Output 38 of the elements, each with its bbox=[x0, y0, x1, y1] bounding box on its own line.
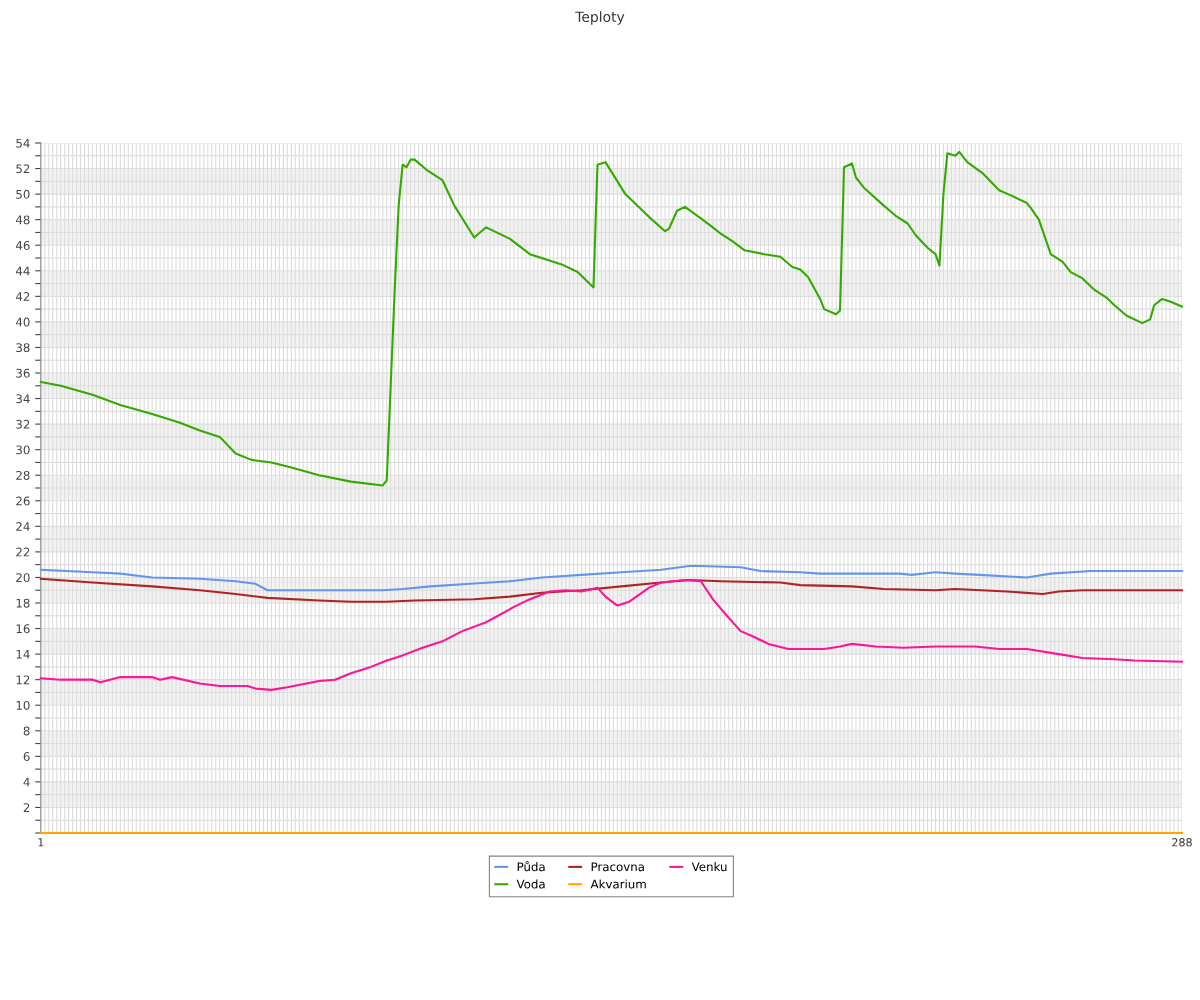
chart-title: Teploty bbox=[575, 11, 625, 25]
y-tick-label: 16 bbox=[16, 624, 30, 634]
y-tick-label: 6 bbox=[23, 752, 30, 761]
y-tick-label: 24 bbox=[16, 522, 30, 531]
y-tick-label: 44 bbox=[15, 266, 30, 276]
y-tick-label: 10 bbox=[16, 700, 30, 710]
y-tick-label: 46 bbox=[15, 240, 30, 250]
line-series bbox=[39, 564, 1184, 592]
y-tick-label: 42 bbox=[15, 292, 30, 301]
legend-label: Pracovna bbox=[591, 862, 644, 872]
y-tick-label: 34 bbox=[16, 394, 30, 404]
y-tick-label: 40 bbox=[15, 317, 30, 327]
x-tick-label: 288 bbox=[1172, 838, 1192, 847]
y-tick-label: 2 bbox=[23, 803, 30, 812]
y-tick-label: 4 bbox=[23, 777, 30, 787]
legend-label: Venku bbox=[691, 862, 727, 872]
legend-label: Akvarium bbox=[590, 879, 646, 889]
y-tick-label: 36 bbox=[16, 368, 30, 378]
y-tick-label: 52 bbox=[16, 164, 30, 174]
y-tick-label: 38 bbox=[16, 343, 30, 353]
y-tick-label: 8 bbox=[23, 726, 30, 736]
legend-label: Voda bbox=[516, 879, 545, 889]
y-tick-label: 32 bbox=[16, 419, 30, 429]
line-series bbox=[39, 150, 1184, 487]
y-tick-label: 18 bbox=[16, 598, 30, 608]
y-tick-label: 26 bbox=[16, 496, 30, 506]
y-tick-label: 14 bbox=[16, 649, 30, 659]
legend-label: Půda bbox=[517, 861, 545, 872]
y-tick-label: 22 bbox=[16, 547, 30, 557]
y-tick-label: 12 bbox=[16, 675, 30, 685]
y-tick-label: 48 bbox=[15, 215, 30, 225]
y-tick-label: 20 bbox=[16, 573, 30, 583]
y-tick-label: 30 bbox=[16, 445, 30, 455]
line-series bbox=[39, 578, 1184, 691]
y-tick-label: 54 bbox=[16, 138, 30, 148]
y-tick-label: 28 bbox=[16, 470, 30, 480]
y-tick-label: 50 bbox=[16, 189, 30, 199]
x-tick-label: 1 bbox=[38, 838, 44, 847]
